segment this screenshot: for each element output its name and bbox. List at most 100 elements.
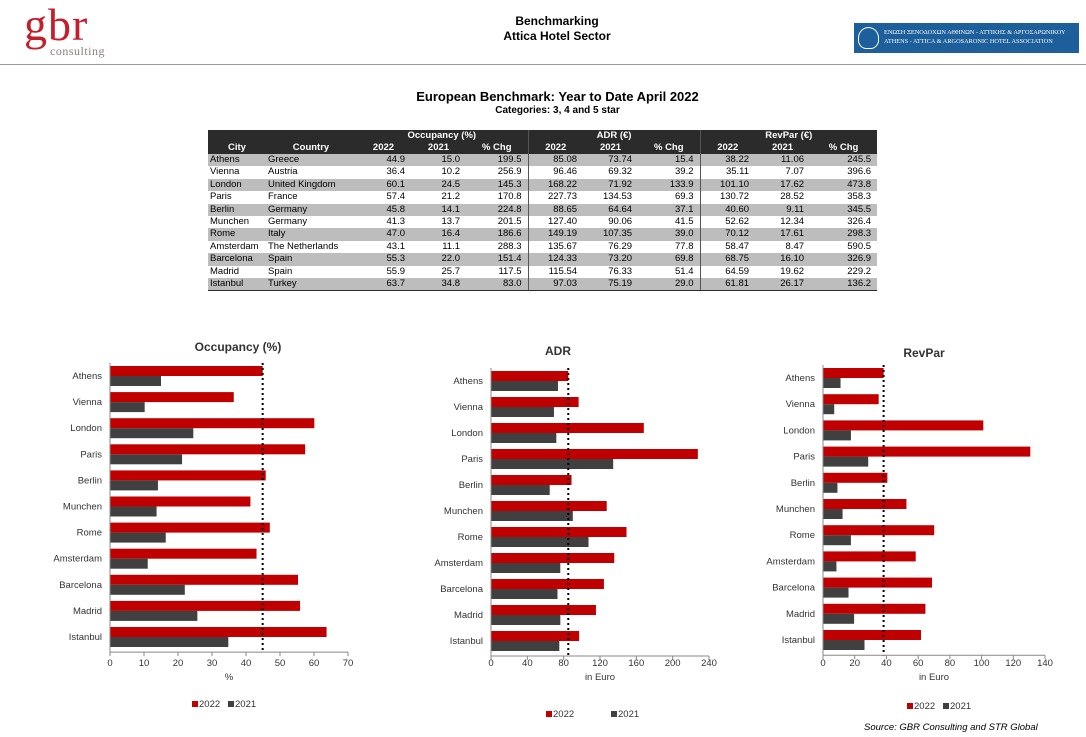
table-column-header: % Chg (466, 142, 529, 154)
table-cell: 473.8 (810, 178, 878, 192)
logo-text: gbr (24, 0, 89, 50)
table-cell: 37.1 (638, 203, 701, 217)
legend-label: 2022 (914, 701, 935, 712)
table-group-header-row: Occupancy (%) ADR (€) RevPar (€) (208, 130, 878, 142)
table-cell: 11.06 (755, 154, 811, 167)
category-label: Munchen (63, 502, 102, 513)
table-cell: 11.1 (411, 240, 466, 254)
table-cell: 76.33 (583, 265, 639, 279)
table-cell: 326.4 (810, 216, 878, 229)
table-cell: 168.22 (527, 178, 584, 192)
table-cell: 69.32 (583, 166, 639, 179)
bar-2022-barcelona (823, 577, 933, 588)
table-cell: 57.4 (356, 191, 411, 204)
table-cell: 19.62 (755, 265, 811, 279)
legend-swatch-2022 (546, 711, 552, 717)
x-tick-label: 200 (665, 658, 681, 669)
x-tick-label: 60 (913, 658, 924, 669)
table-cell: 41.3 (356, 216, 411, 229)
table-column-header: 2021 (583, 142, 639, 154)
category-label: Barcelona (772, 583, 815, 594)
table-cell: 69.3 (638, 191, 701, 204)
x-tick-label: 160 (628, 658, 644, 669)
table-cell: 117.5 (466, 265, 529, 279)
table-cell: 256.9 (466, 166, 529, 179)
table-cell: Istanbul (208, 278, 266, 292)
table-cell: 96.46 (527, 166, 584, 179)
category-label: Berlin (791, 478, 815, 489)
table-cell: 134.53 (583, 191, 639, 204)
table-row: Amsterdam The Netherlands 43.1 11.1 288.3 135… (208, 240, 878, 254)
bar-2022-athens (823, 368, 884, 378)
x-axis-label: % (225, 672, 234, 683)
table-cell: 135.67 (527, 240, 584, 254)
x-tick-label: 80 (558, 658, 569, 669)
table-cell: 7.07 (755, 166, 811, 179)
bar-2021-vienna (823, 404, 835, 415)
category-label: Athens (72, 371, 102, 382)
category-label: Rome (790, 530, 815, 541)
header-divider (0, 64, 1086, 65)
table-cell: 16.10 (755, 253, 811, 266)
legend-swatch-2022 (192, 701, 198, 707)
legend-label: 2022 (553, 709, 574, 720)
category-label: Vienna (786, 399, 816, 410)
bar-2022-berlin (110, 470, 266, 481)
category-label: Istanbul (69, 632, 102, 643)
table-cell: 151.4 (466, 253, 529, 266)
legend-swatch-2021 (943, 703, 949, 709)
x-tick-label: 0 (488, 658, 493, 669)
report-title: Benchmarking Attica Hotel Sector (457, 14, 657, 44)
table-row: London United Kingdom 60.1 24.5 145.3 168.22 7… (208, 178, 878, 192)
table-cell: Madrid (208, 265, 266, 279)
bar-2021-barcelona (491, 589, 558, 599)
table-body: Athens Greece 44.9 15.0 199.5 85.08 73.74 15.4 3… (208, 154, 878, 292)
bar-2021-amsterdam (491, 563, 561, 573)
table-cell: 201.5 (466, 216, 529, 229)
bar-2022-madrid (110, 600, 301, 611)
x-tick-label: 40 (241, 658, 252, 669)
bar-2022-madrid (491, 605, 596, 615)
table-cell: 101.10 (699, 178, 756, 192)
table-cell: 39.2 (638, 166, 701, 179)
table-cell: Amsterdam (208, 240, 266, 254)
bar-2022-vienna (491, 397, 579, 407)
table-cell: 55.9 (356, 265, 411, 279)
table-cell: 590.5 (810, 240, 878, 254)
table-cell: 127.40 (527, 216, 584, 229)
benchmark-title: European Benchmark: Year to Date April 2… (416, 89, 699, 104)
table-cell: 45.8 (356, 203, 411, 217)
category-label: London (451, 428, 483, 439)
table-column-header: 2022 (356, 142, 411, 154)
category-label: Athens (453, 376, 483, 387)
table-cell: 17.62 (755, 178, 811, 192)
table-row: Paris France 57.4 21.2 170.8 227.73 134.53 69.3… (208, 191, 878, 204)
bar-2021-munchen (110, 506, 157, 517)
bar-2022-istanbul (823, 630, 922, 640)
table-cell: Germany (266, 203, 356, 217)
table-cell: 326.9 (810, 253, 878, 266)
bar-2021-rome (491, 537, 589, 547)
table-cell: 229.2 (810, 265, 878, 279)
table-cell: 21.2 (411, 191, 466, 204)
table-cell: 83.0 (466, 278, 529, 292)
table-cell: 88.65 (527, 203, 584, 217)
x-tick-label: 100 (974, 658, 990, 669)
table-cell: 22.0 (411, 253, 466, 266)
x-tick-label: 60 (309, 658, 320, 669)
table-cell: 75.19 (583, 278, 639, 292)
x-axis-label: in Euro (919, 672, 949, 683)
table-cell: 9.11 (755, 203, 811, 217)
table-column-header: % Chg (810, 142, 878, 154)
table-cell: 64.64 (583, 203, 639, 217)
bar-2022-barcelona (491, 579, 604, 589)
bar-2021-paris (110, 454, 183, 465)
bar-2022-london (823, 420, 984, 431)
bar-2021-amsterdam (110, 558, 148, 569)
bar-2022-istanbul (491, 631, 580, 641)
table-cell: Turkey (266, 278, 356, 292)
legend-label: 2021 (618, 709, 639, 720)
bar-2021-madrid (110, 610, 198, 621)
association-emblem-icon (858, 27, 879, 49)
